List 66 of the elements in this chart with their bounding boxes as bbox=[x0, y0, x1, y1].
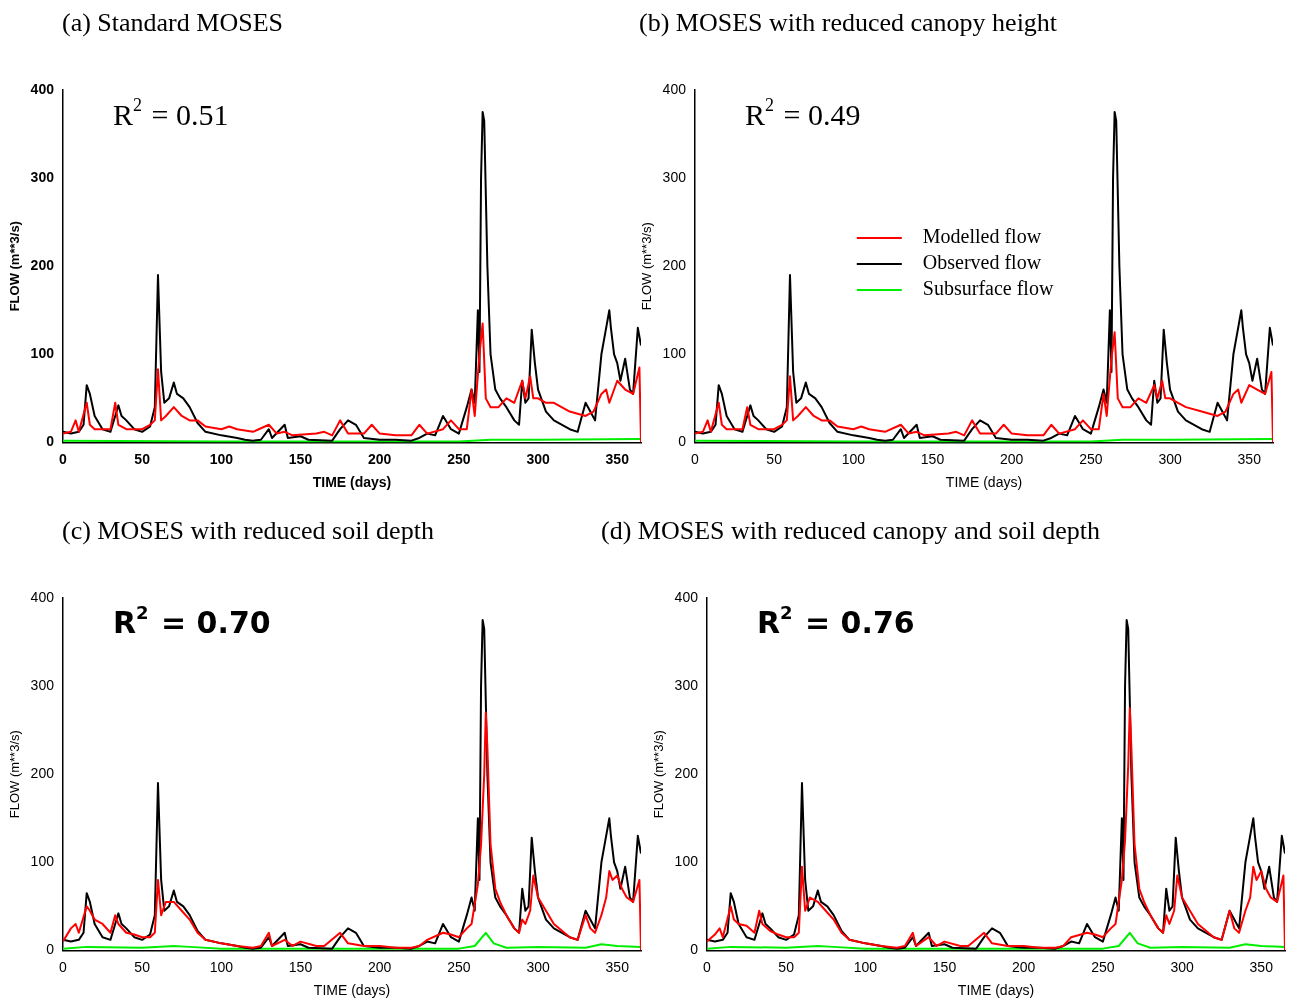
y-tick-label: 300 bbox=[662, 168, 687, 185]
y-axis-title: FLOW (m**3/s) bbox=[639, 222, 655, 311]
y-tick-label: 100 bbox=[662, 345, 687, 362]
x-tick-label: 350 bbox=[605, 450, 630, 467]
y-tick-label: 200 bbox=[30, 765, 55, 782]
x-tick-label: 250 bbox=[447, 958, 471, 975]
x-tick-label: 350 bbox=[605, 958, 630, 975]
x-tick-label: 50 bbox=[134, 958, 151, 975]
x-tick-label: 200 bbox=[368, 958, 392, 975]
x-tick-label: 250 bbox=[447, 450, 471, 467]
x-tick-label: 150 bbox=[920, 450, 945, 467]
y-axis-title: FLOW (m**3/s) bbox=[7, 730, 23, 819]
x-tick-label: 150 bbox=[288, 958, 313, 975]
y-tick-label: 200 bbox=[662, 257, 687, 274]
y-tick-label: 400 bbox=[662, 80, 687, 97]
x-axis-title: TIME (days) bbox=[945, 474, 1023, 491]
x-axis-title: TIME (days) bbox=[313, 982, 391, 999]
chart-title: (b) MOSES with reduced canopy height bbox=[639, 8, 1058, 38]
chart-title: (c) MOSES with reduced soil depth bbox=[62, 516, 434, 546]
x-tick-label: 50 bbox=[134, 450, 151, 467]
x-tick-label: 300 bbox=[526, 450, 550, 467]
chart-title: (a) Standard MOSES bbox=[62, 8, 283, 38]
x-tick-label: 50 bbox=[778, 958, 795, 975]
x-axis-title: TIME (days) bbox=[312, 474, 392, 491]
legend-label: Observed flow bbox=[922, 251, 1042, 274]
y-tick-label: 300 bbox=[674, 676, 699, 693]
x-tick-label: 300 bbox=[1170, 958, 1194, 975]
x-tick-label: 200 bbox=[1000, 450, 1024, 467]
x-tick-label: 300 bbox=[526, 958, 550, 975]
x-tick-label: 100 bbox=[209, 958, 234, 975]
x-tick-label: 200 bbox=[1012, 958, 1036, 975]
x-tick-label: 100 bbox=[853, 958, 878, 975]
x-tick-label: 0 bbox=[59, 450, 68, 467]
y-tick-label: 0 bbox=[690, 941, 699, 958]
x-tick-label: 100 bbox=[209, 450, 234, 467]
y-tick-label: 0 bbox=[678, 433, 687, 450]
legend-label: Modelled flow bbox=[922, 225, 1042, 248]
x-tick-label: 300 bbox=[1158, 450, 1182, 467]
x-tick-label: 350 bbox=[1237, 450, 1262, 467]
y-tick-label: 400 bbox=[30, 80, 55, 97]
x-tick-label: 0 bbox=[703, 958, 712, 975]
x-tick-label: 250 bbox=[1091, 958, 1115, 975]
y-axis-title: FLOW (m**3/s) bbox=[651, 730, 667, 819]
y-tick-label: 100 bbox=[30, 853, 55, 870]
y-tick-label: 200 bbox=[674, 765, 699, 782]
x-tick-label: 350 bbox=[1249, 958, 1274, 975]
x-tick-label: 50 bbox=[766, 450, 783, 467]
y-axis-title: FLOW (m**3/s) bbox=[7, 221, 23, 312]
x-tick-label: 200 bbox=[368, 450, 392, 467]
x-axis-title: TIME (days) bbox=[957, 982, 1035, 999]
y-tick-label: 0 bbox=[46, 433, 55, 450]
y-tick-label: 100 bbox=[30, 345, 55, 362]
x-tick-label: 0 bbox=[59, 958, 68, 975]
x-tick-label: 150 bbox=[288, 450, 313, 467]
y-tick-label: 100 bbox=[674, 853, 699, 870]
x-tick-label: 150 bbox=[932, 958, 957, 975]
y-tick-label: 400 bbox=[674, 588, 699, 605]
x-tick-label: 100 bbox=[841, 450, 866, 467]
y-tick-label: 400 bbox=[30, 588, 55, 605]
chart-title: (d) MOSES with reduced canopy and soil depth bbox=[601, 516, 1100, 546]
y-tick-label: 300 bbox=[30, 676, 55, 693]
y-tick-label: 0 bbox=[46, 941, 55, 958]
y-tick-label: 300 bbox=[30, 168, 55, 185]
x-tick-label: 250 bbox=[1079, 450, 1103, 467]
y-tick-label: 200 bbox=[30, 257, 55, 274]
legend-label: Subsurface flow bbox=[922, 277, 1054, 300]
